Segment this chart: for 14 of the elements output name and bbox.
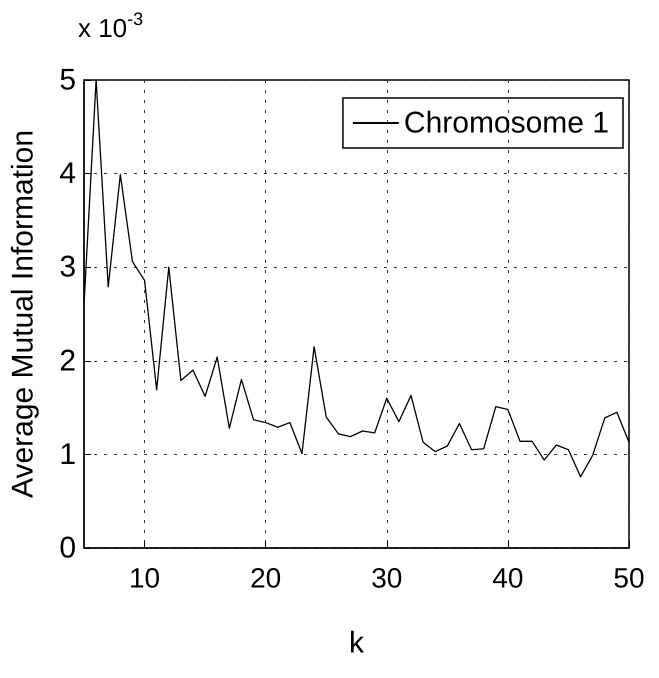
- x-tick-label: 20: [250, 562, 282, 594]
- legend-label: Chromosome 1: [404, 106, 609, 140]
- y-axis-title: Average Mutual Information: [6, 130, 40, 498]
- x-tick-label: 10: [128, 562, 160, 594]
- y-tick-label: 3: [59, 250, 76, 284]
- y-tick-label: 4: [59, 157, 76, 190]
- y-tick-label: 5: [59, 64, 76, 96]
- y-tick-label: 1: [59, 438, 76, 471]
- x-tick-label: 40: [492, 562, 524, 594]
- x-tick-label: 50: [613, 562, 645, 594]
- x-tick-label: 30: [371, 562, 402, 594]
- y-tick-label: 2: [59, 344, 76, 378]
- y-tick-label: 0: [59, 532, 76, 564]
- x-axis-title: k: [349, 626, 365, 660]
